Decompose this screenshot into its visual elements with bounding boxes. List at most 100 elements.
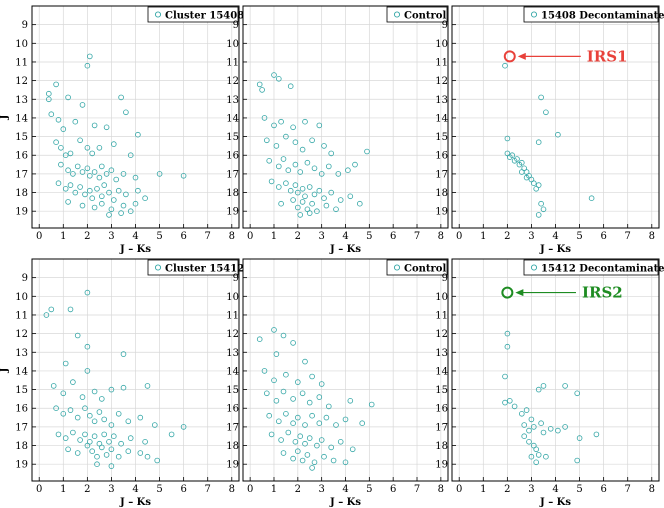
data-point [278,118,284,125]
data-point [528,416,535,423]
data-point [321,143,327,149]
y-tick-label: 9 [442,273,448,284]
data-point [299,457,306,464]
y-tick-label: 18 [226,188,239,199]
data-point [60,390,67,397]
x-tick-label: 0 [456,484,462,495]
legend-label: 15412 Decontaminated [541,264,664,275]
data-point [79,102,86,108]
data-point [60,410,67,417]
data-point [526,427,532,434]
data-point [118,94,124,101]
data-point [314,442,320,449]
data-point [540,206,547,213]
data-point [135,187,141,194]
data-point [309,412,315,419]
y-tick-label: 17 [435,169,448,180]
data-point [299,146,306,153]
data-point [292,139,299,146]
irs1-label: IRS1 [587,47,628,65]
data-point [106,189,112,196]
legend-box [386,6,448,23]
y-tick-label: 13 [226,348,239,359]
data-point [144,453,151,460]
x-tick-label: 0 [247,484,253,495]
data-point [302,422,308,428]
x-tick-label: 4 [342,484,348,495]
x-tick-label: 8 [649,231,655,242]
x-tick-label: 4 [552,231,558,242]
data-point [283,133,289,140]
y-tick-label: 19 [435,460,448,471]
y-tick-label: 14 [226,366,239,377]
data-point [50,383,57,389]
data-point [125,448,132,455]
data-point [302,193,308,200]
data-point [506,397,513,404]
data-point [368,401,375,408]
y-tick-label: 14 [435,113,448,124]
data-point [266,412,273,419]
data-point [309,465,315,471]
data-point [106,212,112,218]
data-point [290,340,296,346]
data-point [87,173,93,179]
data-point [299,390,306,397]
y-tick-label: 15 [226,132,239,143]
data-point [311,459,318,466]
data-point [115,187,122,194]
data-point [574,390,580,397]
data-point [535,182,542,188]
data-point [84,62,91,69]
y-tick-label: 9 [22,20,28,31]
data-point [127,208,134,215]
y-tick-label: 17 [15,169,28,180]
data-point [77,184,83,190]
data-point [328,150,335,157]
data-point [593,431,600,438]
data-point [316,187,323,194]
data-point [328,189,335,196]
data-point [58,161,64,168]
data-point [280,156,287,162]
data-point [62,435,69,441]
y-tick-label: 11 [15,57,28,68]
data-point [278,437,284,443]
x-tick-label: 0 [36,231,42,242]
data-point [528,453,535,460]
y-tick-label: 18 [435,441,448,452]
data-point [48,111,55,117]
data-point [152,422,158,428]
data-point [521,433,527,440]
data-point [588,195,595,202]
data-point [99,396,105,402]
data-point [278,200,284,207]
data-point [106,438,112,445]
data-point [518,159,525,166]
data-point [74,450,81,456]
y-tick-label: 17 [15,422,28,433]
x-tick-label: 8 [229,484,235,495]
data-point [94,453,100,460]
data-point [504,330,511,337]
data-point [89,150,95,157]
data-point [302,118,308,125]
y-tick-label: 11 [435,57,448,68]
y-tick-label: 10 [226,292,239,303]
data-point [65,94,71,101]
data-point [96,409,103,415]
data-point [306,399,313,406]
data-point [263,390,270,397]
y-tick-label: 15 [435,385,448,396]
legend-label: Control [404,11,446,22]
data-point [290,396,296,402]
data-point [79,169,86,175]
data-point [91,204,98,211]
data-point [318,171,325,177]
y-tick-label: 11 [15,310,28,321]
data-point [48,306,55,313]
data-point [82,405,88,412]
data-point [103,452,110,458]
y-tick-label: 18 [15,188,28,199]
data-point [142,195,148,202]
